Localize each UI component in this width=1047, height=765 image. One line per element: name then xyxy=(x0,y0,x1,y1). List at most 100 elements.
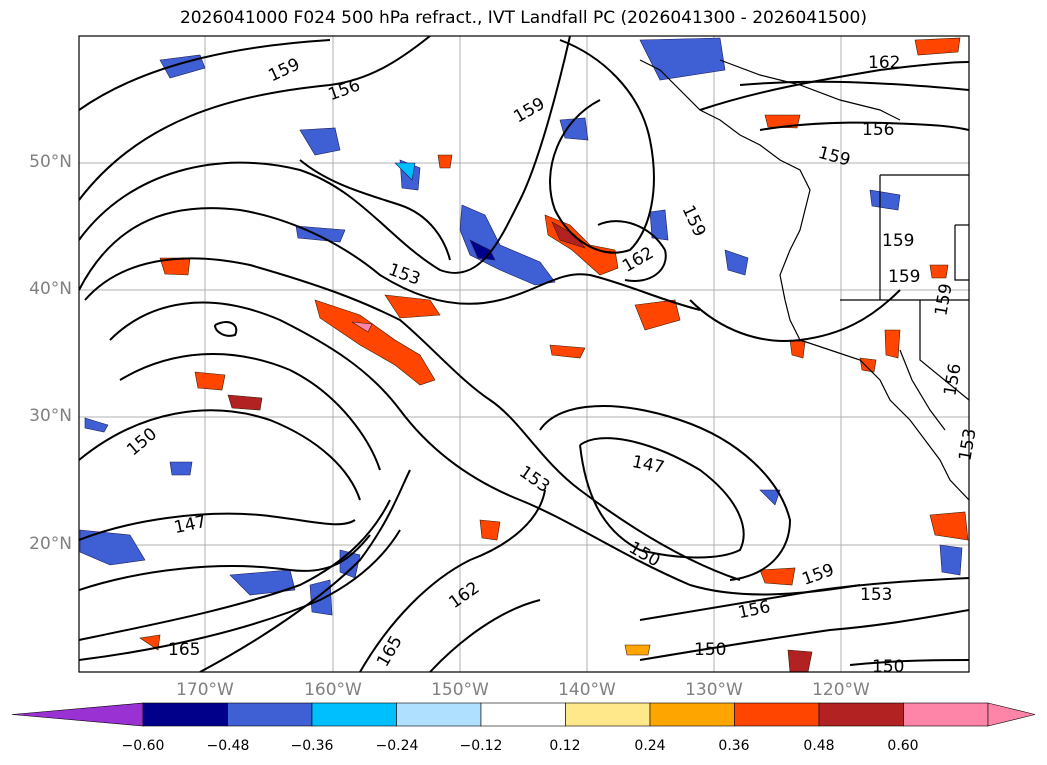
blue-blob xyxy=(309,579,333,616)
colorbar-extend-left xyxy=(11,702,144,727)
lat-label-30n: 30°N xyxy=(29,406,72,426)
colorbar-tick: −0.48 xyxy=(206,738,250,754)
lat-label-40n: 40°N xyxy=(29,279,72,299)
blue-blob xyxy=(79,529,146,566)
colorbar-tick: −0.60 xyxy=(121,738,165,754)
colorbar-tick: 0.24 xyxy=(634,738,666,754)
colorbar-tick: −0.24 xyxy=(375,738,419,754)
colorbar-bin xyxy=(649,702,735,727)
contour-line xyxy=(699,61,969,111)
lon-label-140w: 140°W xyxy=(558,680,616,700)
blue-blob xyxy=(559,117,589,141)
orange-red-blob xyxy=(227,394,263,411)
contour-line xyxy=(79,499,391,641)
contour-line xyxy=(109,301,861,596)
contour-line xyxy=(119,352,381,471)
orange-red-blob xyxy=(634,299,681,331)
height-contours xyxy=(79,36,969,672)
orange-red-blob xyxy=(314,299,436,386)
blue-blob xyxy=(759,489,781,506)
contour-line xyxy=(579,437,745,559)
colorbar-bin xyxy=(311,702,397,727)
contour-line xyxy=(79,409,361,501)
contour-line xyxy=(739,80,969,91)
contour-line xyxy=(639,577,969,621)
colorbar-extend-right xyxy=(987,702,1036,727)
contour-label: 165 xyxy=(168,640,200,660)
contour-label: 150 xyxy=(694,640,726,660)
blue-blob xyxy=(229,569,296,596)
orange-red-blob xyxy=(914,37,961,56)
blue-blob xyxy=(939,544,963,576)
orange-red-blob xyxy=(139,634,161,651)
contour-line xyxy=(759,121,969,131)
contour-label: 156 xyxy=(862,120,894,140)
lat-label-50n: 50°N xyxy=(29,152,72,172)
contour-label: 162 xyxy=(868,53,900,73)
contour-label: 153 xyxy=(955,427,980,462)
contour-label: 159 xyxy=(888,267,920,287)
blue-blob xyxy=(84,417,109,433)
orange-red-blob xyxy=(384,294,441,319)
contour-label: 153 xyxy=(860,585,892,605)
map-panel: 159 156 159 162 156 159 159 162 159 159 … xyxy=(78,35,981,677)
map-title: 2026041000 F024 500 hPa refract., IVT La… xyxy=(179,8,867,28)
colorbar-tick: 0.60 xyxy=(887,738,919,754)
contour-line xyxy=(689,289,901,342)
lon-label-130w: 130°W xyxy=(685,680,743,700)
orange-red-blob xyxy=(787,649,813,672)
contour-line xyxy=(597,220,667,282)
colorbar-bin xyxy=(142,702,228,727)
contour-line xyxy=(299,159,451,261)
orange-red-blob xyxy=(194,371,226,391)
orange-red-blob xyxy=(929,511,969,541)
colorbar-bin xyxy=(565,702,651,727)
colorbar-bin xyxy=(818,702,904,727)
lon-label-150w: 150°W xyxy=(431,680,489,700)
lon-label-160w: 160°W xyxy=(304,680,362,700)
contour-label: 150 xyxy=(872,657,904,677)
orange-red-blob xyxy=(859,357,877,373)
colorbar-segments xyxy=(11,702,1036,727)
contour-line xyxy=(539,405,792,581)
contour-label: 159 xyxy=(882,231,914,251)
contour-line xyxy=(79,36,431,201)
contour-line xyxy=(359,489,546,672)
orange-red-blob xyxy=(624,644,651,656)
contour-line xyxy=(639,609,969,661)
positive-anomaly-areas xyxy=(139,37,969,672)
colorbar-tick: 0.36 xyxy=(718,738,750,754)
negative-anomaly-areas xyxy=(79,37,963,616)
contour-line xyxy=(79,534,371,591)
contour-line xyxy=(429,599,541,672)
lon-label-120w: 120°W xyxy=(812,680,870,700)
blue-blob xyxy=(649,209,669,241)
orange-red-blob xyxy=(549,344,586,359)
lat-label-20n: 20°N xyxy=(29,534,72,554)
contour-line xyxy=(214,321,238,337)
orange-red-blob xyxy=(884,329,901,359)
orange-red-blob xyxy=(929,264,949,279)
contour-line xyxy=(199,469,411,672)
colorbar-bin xyxy=(903,702,989,727)
graticule xyxy=(79,36,969,672)
blue-blob xyxy=(394,162,416,181)
colorbar-bin xyxy=(396,702,482,727)
map-frame xyxy=(78,35,970,673)
blue-blob xyxy=(169,461,193,476)
colorbar-bin xyxy=(734,702,820,727)
contour-line xyxy=(79,39,331,111)
lon-label-170w: 170°W xyxy=(176,680,234,700)
colorbar-tick: 0.48 xyxy=(803,738,835,754)
contour-line xyxy=(849,659,969,666)
orange-red-blob xyxy=(789,339,806,359)
colorbar-tick: 0.12 xyxy=(549,738,581,754)
blue-blob xyxy=(869,189,901,211)
colorbar-tick: −0.36 xyxy=(290,738,334,754)
colorbar-tick: −0.12 xyxy=(459,738,503,754)
pink-blob xyxy=(351,321,373,333)
orange-red-blob xyxy=(764,114,801,129)
orange-red-blob xyxy=(437,154,453,169)
contour-line xyxy=(84,257,741,581)
blue-blob xyxy=(299,127,341,156)
